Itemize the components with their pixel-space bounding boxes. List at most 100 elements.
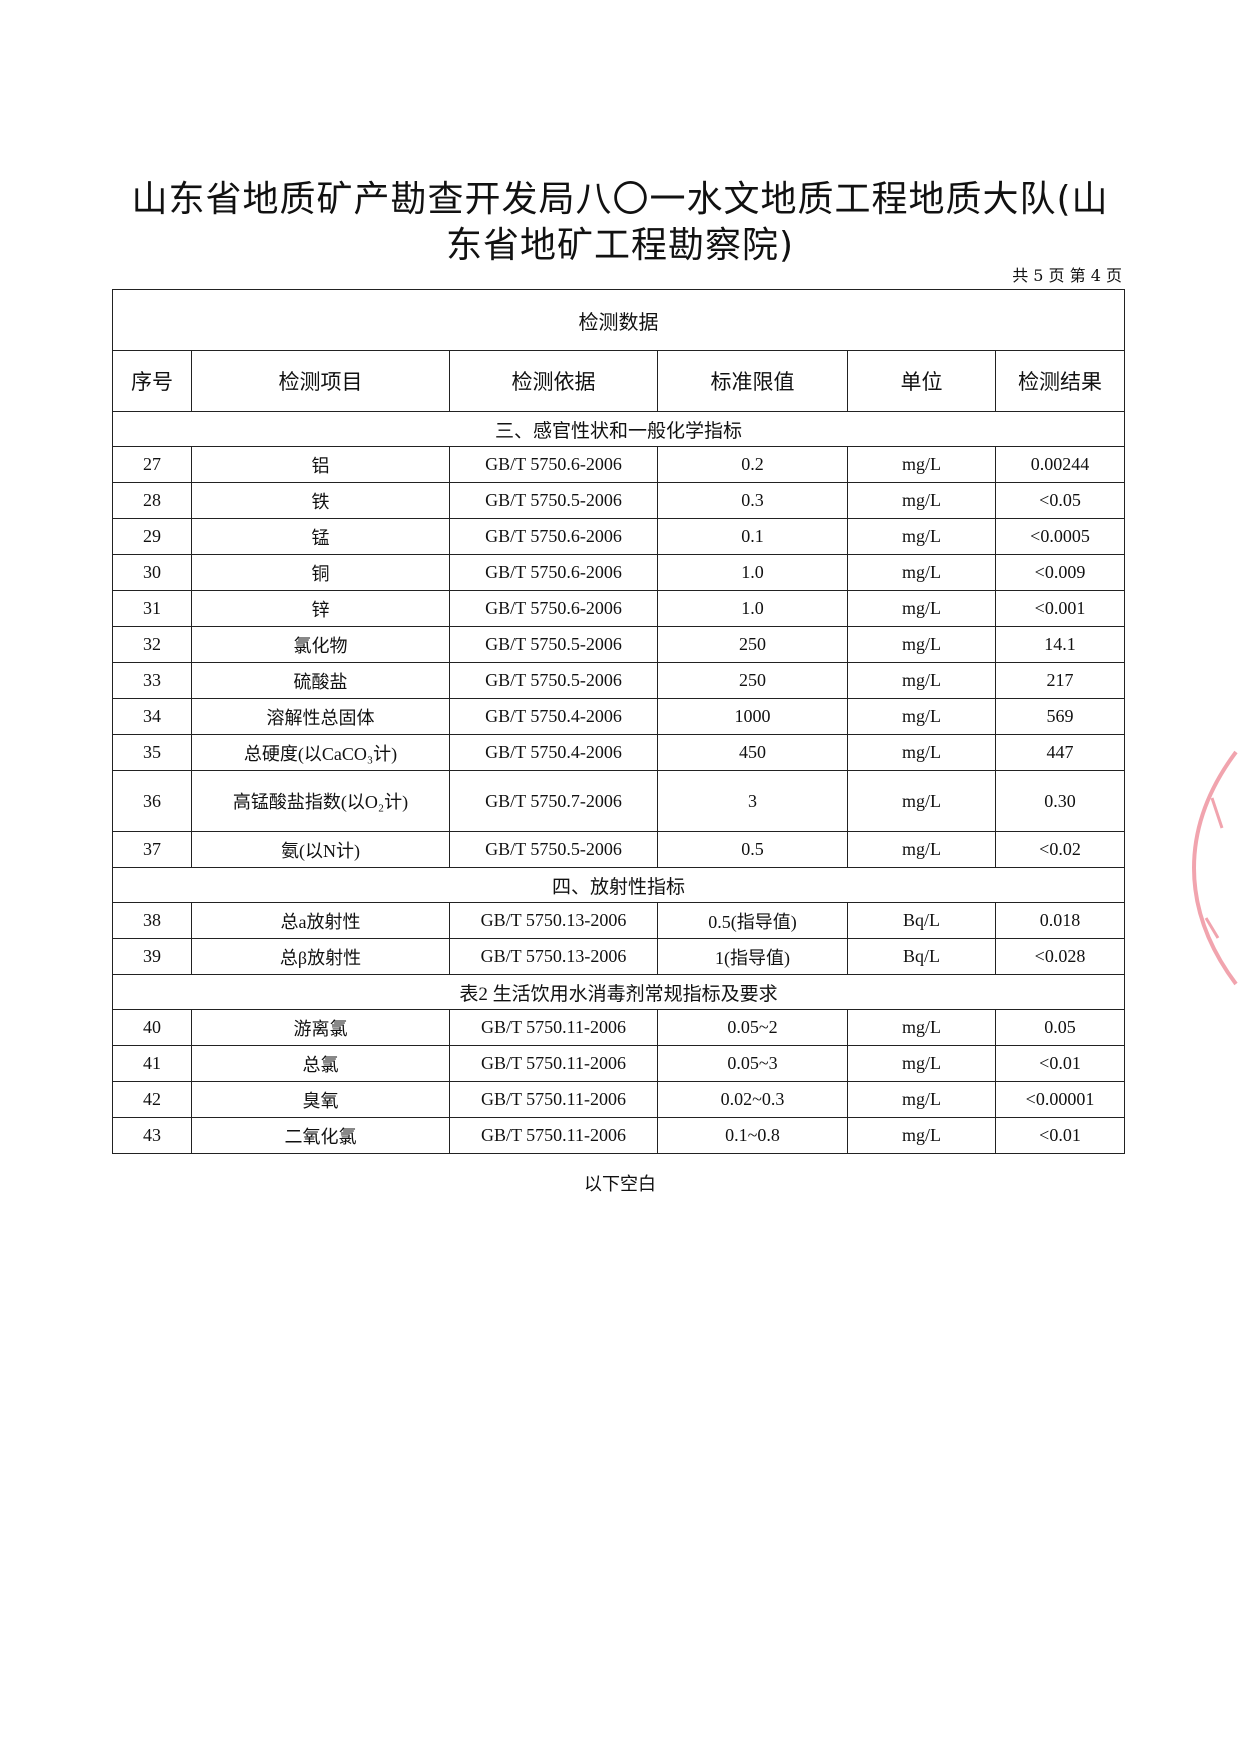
table-cell: 0.05~3 [657,1045,848,1082]
table-cell: 37 [112,831,192,868]
table-cell: 锰 [191,518,450,555]
table-cell: <0.0005 [995,518,1125,555]
section-row: 四、放射性指标 [112,867,1125,903]
end-note: 以下空白 [584,1174,656,1195]
table-row: 29 锰 GB/T 5750.6-2006 0.1 mg/L <0.0005 [112,518,1125,555]
section-title: 四、放射性指标 [112,867,1125,903]
seal-inner-mark [1204,797,1224,939]
table-row: 43 二氧化氯 GB/T 5750.11-2006 0.1~0.8 mg/L <0.01 [112,1117,1125,1154]
table-cell: GB/T 5750.7-2006 [449,770,658,832]
table-cell: 总硬度(以CaCO₃计) [191,734,450,771]
table-cell: GB/T 5750.13-2006 [449,938,658,975]
table-cell: 217 [995,662,1125,699]
table-row: 33 硫酸盐 GB/T 5750.5-2006 250 mg/L 217 [112,662,1125,699]
table-cell: 0.05 [995,1009,1125,1046]
table-cell: 0.30 [995,770,1125,832]
table-cell: <0.01 [995,1117,1125,1154]
table-cell: 30 [112,554,192,591]
table-cell: 臭氧 [191,1081,450,1118]
test-data-table: 检测数据 序号 检测项目 检测依据 标准限值 单位 检测结果 三、感官性状和一般化学指标 2… [112,289,1125,1154]
table-cell: 0.5 [657,831,848,868]
table-cell: GB/T 5750.4-2006 [449,698,658,735]
table-cell: mg/L [847,662,996,699]
table-cell: <0.05 [995,482,1125,519]
table-cell: 1(指导值) [657,938,848,975]
section-title: 三、感官性状和一般化学指标 [112,411,1125,447]
table-cell: 1.0 [657,590,848,627]
table-cell: GB/T 5750.6-2006 [449,554,658,591]
table-cell: 0.018 [995,902,1125,939]
table-cell: mg/L [847,554,996,591]
table-cell: mg/L [847,518,996,555]
column-header: 检测依据 [449,350,658,412]
table-row: 32 氯化物 GB/T 5750.5-2006 250 mg/L 14.1 [112,626,1125,663]
table-cell: 游离氯 [191,1009,450,1046]
table-cell: GB/T 5750.11-2006 [449,1081,658,1118]
table-cell: 38 [112,902,192,939]
table-cell: 31 [112,590,192,627]
section-row: 表2 生活饮用水消毒剂常规指标及要求 [112,974,1125,1010]
table-caption: 检测数据 [112,289,1125,351]
table-row: 34 溶解性总固体 GB/T 5750.4-2006 1000 mg/L 569 [112,698,1125,735]
table-row: 28 铁 GB/T 5750.5-2006 0.3 mg/L <0.05 [112,482,1125,519]
table-cell: 450 [657,734,848,771]
table-cell: GB/T 5750.4-2006 [449,734,658,771]
table-cell: 二氧化氯 [191,1117,450,1154]
table-row: 30 铜 GB/T 5750.6-2006 1.0 mg/L <0.009 [112,554,1125,591]
table-cell: mg/L [847,1009,996,1046]
table-row: 41 总氯 GB/T 5750.11-2006 0.05~3 mg/L <0.01 [112,1045,1125,1082]
table-cell: 锌 [191,590,450,627]
table-cell: 34 [112,698,192,735]
table-cell: mg/L [847,734,996,771]
table-cell: mg/L [847,1045,996,1082]
table-cell: GB/T 5750.11-2006 [449,1009,658,1046]
table-cell: 42 [112,1081,192,1118]
table-cell: GB/T 5750.5-2006 [449,662,658,699]
table-cell: 0.00244 [995,446,1125,483]
table-cell: 40 [112,1009,192,1046]
table-row: 36 高锰酸盐指数(以O₂计) GB/T 5750.7-2006 3 mg/L 0.30 [112,770,1125,832]
table-cell: 569 [995,698,1125,735]
table-cell: mg/L [847,831,996,868]
table-cell: <0.028 [995,938,1125,975]
table-cell: 氯化物 [191,626,450,663]
table-cell: GB/T 5750.6-2006 [449,590,658,627]
table-row: 39 总β放射性 GB/T 5750.13-2006 1(指导值) Bq/L <0.028 [112,938,1125,975]
table-cell: 0.3 [657,482,848,519]
table-cell: 29 [112,518,192,555]
column-header: 单位 [847,350,996,412]
table-cell: 总a放射性 [191,902,450,939]
table-cell: 250 [657,662,848,699]
table-cell: GB/T 5750.13-2006 [449,902,658,939]
table-cell: 铁 [191,482,450,519]
table-cell: 33 [112,662,192,699]
section-title: 表2 生活饮用水消毒剂常规指标及要求 [112,974,1125,1010]
table-row: 38 总a放射性 GB/T 5750.13-2006 0.5(指导值) Bq/L 0.01… [112,902,1125,939]
table-cell: 0.05~2 [657,1009,848,1046]
table-cell: GB/T 5750.5-2006 [449,831,658,868]
table-cell: 43 [112,1117,192,1154]
table-cell: 32 [112,626,192,663]
table-cell: <0.01 [995,1045,1125,1082]
table-row: 37 氨(以N计) GB/T 5750.5-2006 0.5 mg/L <0.02 [112,831,1125,868]
table-row: 27 铝 GB/T 5750.6-2006 0.2 mg/L 0.00244 [112,446,1125,483]
table-cell: <0.009 [995,554,1125,591]
table-cell: 35 [112,734,192,771]
table-cell: 溶解性总固体 [191,698,450,735]
table-cell: Bq/L [847,902,996,939]
table-cell: 27 [112,446,192,483]
table-cell: mg/L [847,1081,996,1118]
table-cell: 铜 [191,554,450,591]
table-cell: 41 [112,1045,192,1082]
table-cell: 铝 [191,446,450,483]
table-cell: Bq/L [847,938,996,975]
table-cell: 总β放射性 [191,938,450,975]
table-cell: GB/T 5750.6-2006 [449,518,658,555]
table-cell: <0.02 [995,831,1125,868]
column-header: 检测项目 [191,350,450,412]
table-cell: mg/L [847,770,996,832]
table-row: 35 总硬度(以CaCO₃计) GB/T 5750.4-2006 450 mg/L 447 [112,734,1125,771]
table-row: 31 锌 GB/T 5750.6-2006 1.0 mg/L <0.001 [112,590,1125,627]
table-cell: mg/L [847,590,996,627]
table-row: 40 游离氯 GB/T 5750.11-2006 0.05~2 mg/L 0.05 [112,1009,1125,1046]
